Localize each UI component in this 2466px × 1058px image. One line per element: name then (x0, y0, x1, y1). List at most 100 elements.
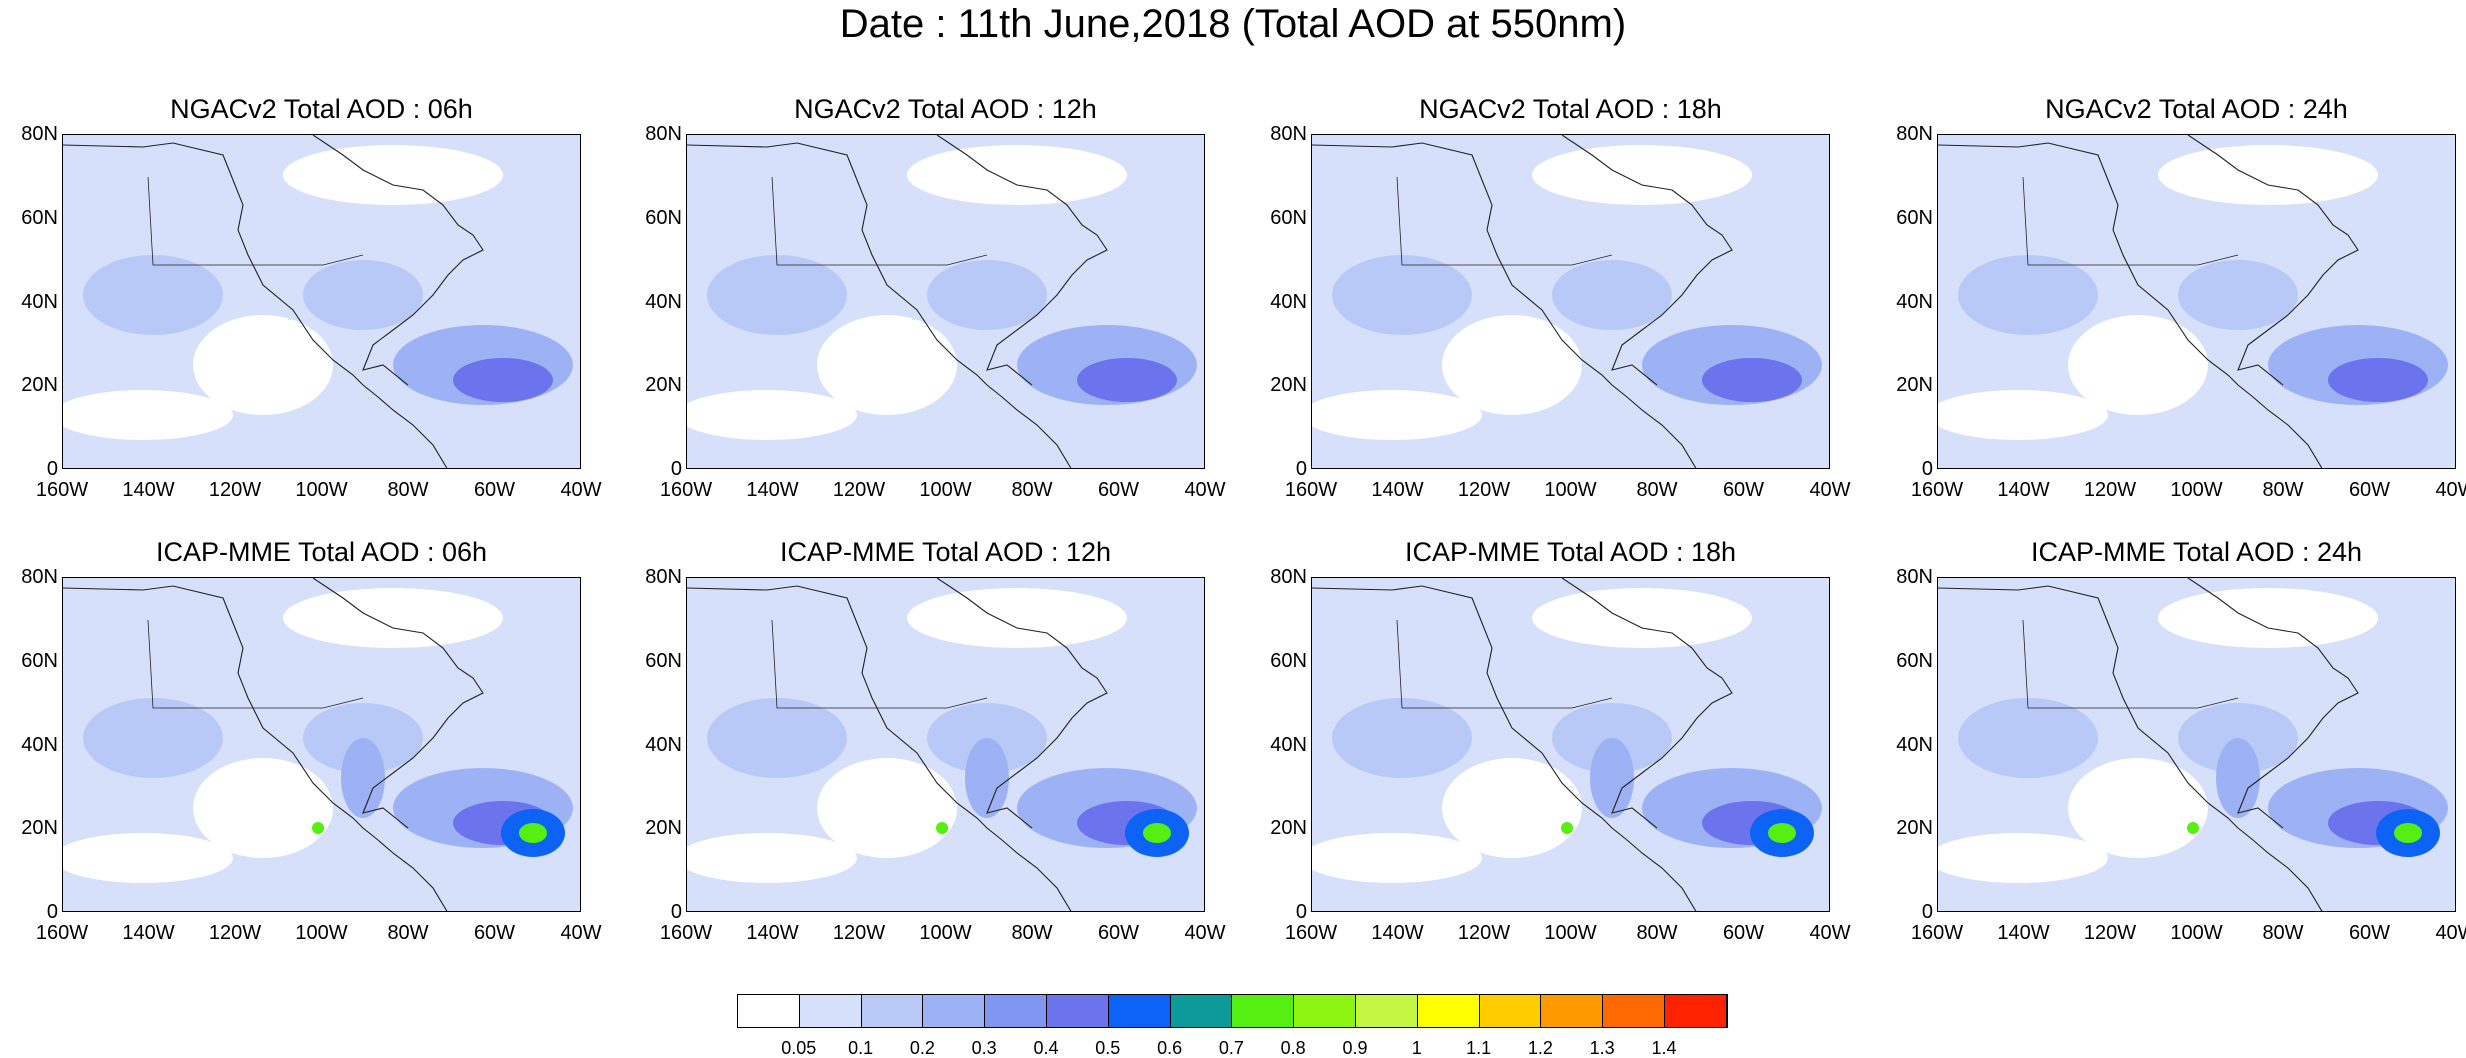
aod-field (1938, 135, 2455, 468)
border-line (1396, 176, 1613, 266)
colorbar-swatch (1232, 995, 1295, 1027)
moderate-aod-region (927, 260, 1047, 330)
lon-tick-label: 140W (1997, 479, 2050, 501)
lat-tick-label: 80N (1270, 123, 1307, 145)
lon-tick-label: 40W (1809, 479, 1851, 501)
panel-title: ICAP-MME Total AOD : 24h (2030, 537, 2363, 567)
lat-tick-label: 0 (46, 458, 58, 480)
lat-tick-label: 40N (645, 290, 682, 313)
moderate-aod-region (341, 738, 385, 818)
colorbar-tick-label: 0.2 (909, 1038, 935, 1058)
lon-tick-label: 160W (1284, 479, 1338, 501)
border-line (147, 176, 364, 266)
lat-tick-label: 40N (645, 733, 682, 756)
lon-tick-label: 60W (1722, 479, 1765, 501)
lon-tick-label: 100W (1544, 922, 1597, 944)
lat-tick-label: 40N (1896, 290, 1933, 313)
coastline (1312, 585, 1697, 911)
coastline (1938, 142, 2323, 468)
map-1 (62, 134, 581, 469)
lat-tick-label: 60N (1896, 206, 1933, 229)
hotspot (936, 822, 948, 834)
lat-tick-label: 60N (1896, 649, 1933, 672)
panel-title: ICAP-MME Total AOD : 12h (779, 537, 1112, 567)
aod-field (687, 135, 1204, 468)
low-aod-region (687, 833, 857, 883)
coastline (687, 585, 1072, 911)
map-7 (1311, 577, 1830, 912)
lon-tick-label: 100W (919, 479, 972, 501)
colorbar-swatch (1046, 995, 1109, 1027)
lat-tick-label: 40N (1896, 733, 1933, 756)
low-aod-region (1532, 145, 1752, 205)
low-aod-region (63, 833, 233, 883)
lon-tick-label: 160W (1910, 479, 1964, 501)
low-aod-region (1938, 390, 2108, 440)
moderate-aod-region (1958, 255, 2098, 335)
lat-tick-label: 60N (21, 649, 58, 672)
lon-tick-label: 40W (560, 922, 602, 944)
low-aod-region (2158, 145, 2378, 205)
lon-tick-label: 60W (2348, 922, 2391, 944)
lat-tick-label: 80N (1270, 566, 1307, 588)
lat-tick-label: 0 (46, 901, 58, 923)
lat-tick-label: 0 (670, 901, 682, 923)
low-aod-region (907, 145, 1127, 205)
aod-field (63, 135, 580, 468)
low-aod-region (1312, 833, 1482, 883)
low-aod-region (687, 390, 857, 440)
colorbar-tick-label: 1.3 (1589, 1038, 1615, 1058)
low-aod-region (63, 390, 233, 440)
colorbar-swatch (738, 995, 800, 1027)
low-aod-region (2068, 758, 2208, 858)
saharan-dust-core (2328, 358, 2428, 402)
coastline (312, 135, 484, 386)
lon-tick-label: 40W (1184, 479, 1226, 501)
aod-field (1312, 135, 1829, 468)
lat-tick-label: 20N (1896, 374, 1933, 397)
dust-plume-max (2394, 823, 2422, 843)
colorbar-swatch (799, 995, 862, 1027)
panel-title: NGACv2 Total AOD : 18h (1419, 94, 1722, 124)
colorbar-swatch (1108, 995, 1171, 1027)
colorbar-swatch (1664, 995, 1727, 1027)
coastline (1938, 585, 2323, 911)
coastline (936, 135, 1108, 386)
lon-tick-label: 160W (659, 479, 713, 501)
moderate-aod-region (965, 738, 1009, 818)
lat-tick-label: 80N (21, 123, 58, 145)
border-line (147, 619, 364, 709)
moderate-aod-region (707, 698, 847, 778)
colorbar-swatch (1541, 995, 1604, 1027)
coastline (1561, 135, 1733, 386)
aod-field (1312, 578, 1829, 911)
saharan-dust-core (1702, 358, 1802, 402)
lat-tick-label: 80N (645, 123, 682, 145)
low-aod-region (283, 588, 503, 648)
lon-tick-label: 80W (387, 922, 429, 944)
low-aod-region (1312, 390, 1482, 440)
lat-tick-label: 20N (21, 374, 58, 397)
lon-tick-label: 120W (1457, 479, 1511, 501)
lon-tick-label: 100W (919, 922, 972, 944)
lon-tick-label: 140W (1371, 479, 1424, 501)
lat-tick-label: 20N (645, 817, 682, 840)
colorbar-tick-label: 0.1 (848, 1038, 874, 1058)
lon-tick-label: 100W (1544, 479, 1597, 501)
colorbar-tick-label: 0.5 (1095, 1038, 1121, 1058)
lon-tick-label: 60W (1722, 922, 1765, 944)
lon-tick-label: 140W (122, 479, 175, 501)
moderate-aod-region (2216, 738, 2260, 818)
colorbar-swatch (861, 995, 924, 1027)
hotspot (1561, 822, 1573, 834)
colorbar-swatch (985, 995, 1047, 1027)
low-aod-region (1532, 588, 1752, 648)
lat-tick-label: 60N (21, 206, 58, 229)
lat-tick-label: 40N (21, 733, 58, 756)
low-aod-region (817, 758, 957, 858)
border-line (771, 619, 988, 709)
dust-plume-max (1143, 823, 1171, 843)
lat-tick-label: 0 (1921, 458, 1933, 480)
lat-tick-label: 80N (21, 566, 58, 588)
lat-tick-label: 20N (1270, 817, 1307, 840)
